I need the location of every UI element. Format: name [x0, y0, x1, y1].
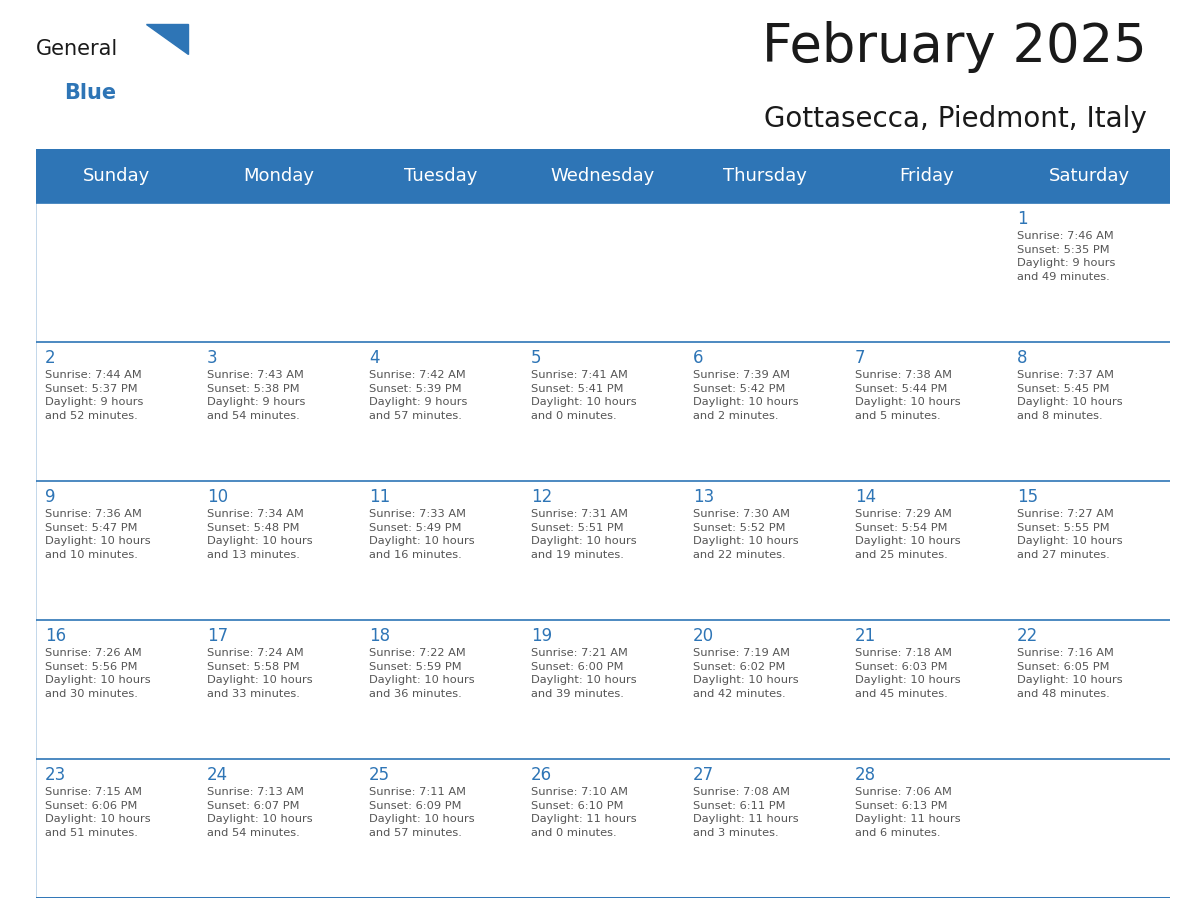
- Text: Sunrise: 7:22 AM
Sunset: 5:59 PM
Daylight: 10 hours
and 36 minutes.: Sunrise: 7:22 AM Sunset: 5:59 PM Dayligh…: [368, 648, 474, 699]
- Text: Sunrise: 7:15 AM
Sunset: 6:06 PM
Daylight: 10 hours
and 51 minutes.: Sunrise: 7:15 AM Sunset: 6:06 PM Dayligh…: [45, 788, 151, 838]
- Text: Sunrise: 7:13 AM
Sunset: 6:07 PM
Daylight: 10 hours
and 54 minutes.: Sunrise: 7:13 AM Sunset: 6:07 PM Dayligh…: [207, 788, 312, 838]
- Text: Sunrise: 7:06 AM
Sunset: 6:13 PM
Daylight: 11 hours
and 6 minutes.: Sunrise: 7:06 AM Sunset: 6:13 PM Dayligh…: [855, 788, 961, 838]
- Text: 6: 6: [693, 349, 703, 367]
- Text: 12: 12: [531, 488, 552, 506]
- Text: Thursday: Thursday: [723, 167, 807, 185]
- Text: Sunrise: 7:38 AM
Sunset: 5:44 PM
Daylight: 10 hours
and 5 minutes.: Sunrise: 7:38 AM Sunset: 5:44 PM Dayligh…: [855, 370, 961, 421]
- Text: 26: 26: [531, 767, 552, 784]
- Text: Monday: Monday: [244, 167, 315, 185]
- Text: Sunrise: 7:41 AM
Sunset: 5:41 PM
Daylight: 10 hours
and 0 minutes.: Sunrise: 7:41 AM Sunset: 5:41 PM Dayligh…: [531, 370, 637, 421]
- Text: 21: 21: [855, 627, 877, 645]
- Text: Sunrise: 7:33 AM
Sunset: 5:49 PM
Daylight: 10 hours
and 16 minutes.: Sunrise: 7:33 AM Sunset: 5:49 PM Dayligh…: [368, 509, 474, 560]
- Text: 15: 15: [1017, 488, 1038, 506]
- Text: Sunrise: 7:34 AM
Sunset: 5:48 PM
Daylight: 10 hours
and 13 minutes.: Sunrise: 7:34 AM Sunset: 5:48 PM Dayligh…: [207, 509, 312, 560]
- Text: 4: 4: [368, 349, 379, 367]
- Text: Sunrise: 7:44 AM
Sunset: 5:37 PM
Daylight: 9 hours
and 52 minutes.: Sunrise: 7:44 AM Sunset: 5:37 PM Dayligh…: [45, 370, 143, 421]
- Text: Wednesday: Wednesday: [551, 167, 655, 185]
- Text: Sunrise: 7:46 AM
Sunset: 5:35 PM
Daylight: 9 hours
and 49 minutes.: Sunrise: 7:46 AM Sunset: 5:35 PM Dayligh…: [1017, 231, 1116, 282]
- Text: Sunrise: 7:31 AM
Sunset: 5:51 PM
Daylight: 10 hours
and 19 minutes.: Sunrise: 7:31 AM Sunset: 5:51 PM Dayligh…: [531, 509, 637, 560]
- Text: February 2025: February 2025: [762, 20, 1146, 73]
- Text: 18: 18: [368, 627, 390, 645]
- Text: Sunrise: 7:16 AM
Sunset: 6:05 PM
Daylight: 10 hours
and 48 minutes.: Sunrise: 7:16 AM Sunset: 6:05 PM Dayligh…: [1017, 648, 1123, 699]
- Text: Sunrise: 7:10 AM
Sunset: 6:10 PM
Daylight: 11 hours
and 0 minutes.: Sunrise: 7:10 AM Sunset: 6:10 PM Dayligh…: [531, 788, 637, 838]
- Text: 28: 28: [855, 767, 877, 784]
- Text: 17: 17: [207, 627, 228, 645]
- Text: Sunrise: 7:11 AM
Sunset: 6:09 PM
Daylight: 10 hours
and 57 minutes.: Sunrise: 7:11 AM Sunset: 6:09 PM Dayligh…: [368, 788, 474, 838]
- Text: Friday: Friday: [899, 167, 954, 185]
- Text: Sunrise: 7:43 AM
Sunset: 5:38 PM
Daylight: 9 hours
and 54 minutes.: Sunrise: 7:43 AM Sunset: 5:38 PM Dayligh…: [207, 370, 305, 421]
- Text: 22: 22: [1017, 627, 1038, 645]
- Text: 2: 2: [45, 349, 56, 367]
- Text: Sunrise: 7:29 AM
Sunset: 5:54 PM
Daylight: 10 hours
and 25 minutes.: Sunrise: 7:29 AM Sunset: 5:54 PM Dayligh…: [855, 509, 961, 560]
- Text: Sunrise: 7:26 AM
Sunset: 5:56 PM
Daylight: 10 hours
and 30 minutes.: Sunrise: 7:26 AM Sunset: 5:56 PM Dayligh…: [45, 648, 151, 699]
- Text: 5: 5: [531, 349, 542, 367]
- Text: 14: 14: [855, 488, 877, 506]
- Text: 10: 10: [207, 488, 228, 506]
- Text: 27: 27: [693, 767, 714, 784]
- Text: General: General: [36, 39, 118, 59]
- Text: Gottasecca, Piedmont, Italy: Gottasecca, Piedmont, Italy: [764, 105, 1146, 132]
- Text: 11: 11: [368, 488, 390, 506]
- Text: Sunrise: 7:08 AM
Sunset: 6:11 PM
Daylight: 11 hours
and 3 minutes.: Sunrise: 7:08 AM Sunset: 6:11 PM Dayligh…: [693, 788, 798, 838]
- Text: Sunrise: 7:19 AM
Sunset: 6:02 PM
Daylight: 10 hours
and 42 minutes.: Sunrise: 7:19 AM Sunset: 6:02 PM Dayligh…: [693, 648, 798, 699]
- Text: Saturday: Saturday: [1049, 167, 1130, 185]
- Text: 1: 1: [1017, 210, 1028, 229]
- Text: Sunrise: 7:18 AM
Sunset: 6:03 PM
Daylight: 10 hours
and 45 minutes.: Sunrise: 7:18 AM Sunset: 6:03 PM Dayligh…: [855, 648, 961, 699]
- Text: 16: 16: [45, 627, 65, 645]
- Text: 7: 7: [855, 349, 866, 367]
- Text: 9: 9: [45, 488, 55, 506]
- Text: Sunrise: 7:39 AM
Sunset: 5:42 PM
Daylight: 10 hours
and 2 minutes.: Sunrise: 7:39 AM Sunset: 5:42 PM Dayligh…: [693, 370, 798, 421]
- Polygon shape: [146, 24, 188, 53]
- Text: 13: 13: [693, 488, 714, 506]
- Text: Sunrise: 7:21 AM
Sunset: 6:00 PM
Daylight: 10 hours
and 39 minutes.: Sunrise: 7:21 AM Sunset: 6:00 PM Dayligh…: [531, 648, 637, 699]
- Text: Sunrise: 7:24 AM
Sunset: 5:58 PM
Daylight: 10 hours
and 33 minutes.: Sunrise: 7:24 AM Sunset: 5:58 PM Dayligh…: [207, 648, 312, 699]
- Text: Blue: Blue: [64, 84, 116, 103]
- Text: 23: 23: [45, 767, 67, 784]
- Text: 8: 8: [1017, 349, 1028, 367]
- Text: 25: 25: [368, 767, 390, 784]
- Text: Sunrise: 7:42 AM
Sunset: 5:39 PM
Daylight: 9 hours
and 57 minutes.: Sunrise: 7:42 AM Sunset: 5:39 PM Dayligh…: [368, 370, 467, 421]
- Text: 20: 20: [693, 627, 714, 645]
- Text: 19: 19: [531, 627, 552, 645]
- Text: 24: 24: [207, 767, 228, 784]
- Text: Sunrise: 7:37 AM
Sunset: 5:45 PM
Daylight: 10 hours
and 8 minutes.: Sunrise: 7:37 AM Sunset: 5:45 PM Dayligh…: [1017, 370, 1123, 421]
- Text: Sunday: Sunday: [83, 167, 151, 185]
- Text: Sunrise: 7:30 AM
Sunset: 5:52 PM
Daylight: 10 hours
and 22 minutes.: Sunrise: 7:30 AM Sunset: 5:52 PM Dayligh…: [693, 509, 798, 560]
- Text: 3: 3: [207, 349, 217, 367]
- Text: Tuesday: Tuesday: [404, 167, 478, 185]
- Text: Sunrise: 7:36 AM
Sunset: 5:47 PM
Daylight: 10 hours
and 10 minutes.: Sunrise: 7:36 AM Sunset: 5:47 PM Dayligh…: [45, 509, 151, 560]
- Text: Sunrise: 7:27 AM
Sunset: 5:55 PM
Daylight: 10 hours
and 27 minutes.: Sunrise: 7:27 AM Sunset: 5:55 PM Dayligh…: [1017, 509, 1123, 560]
- Bar: [36, 149, 1170, 203]
